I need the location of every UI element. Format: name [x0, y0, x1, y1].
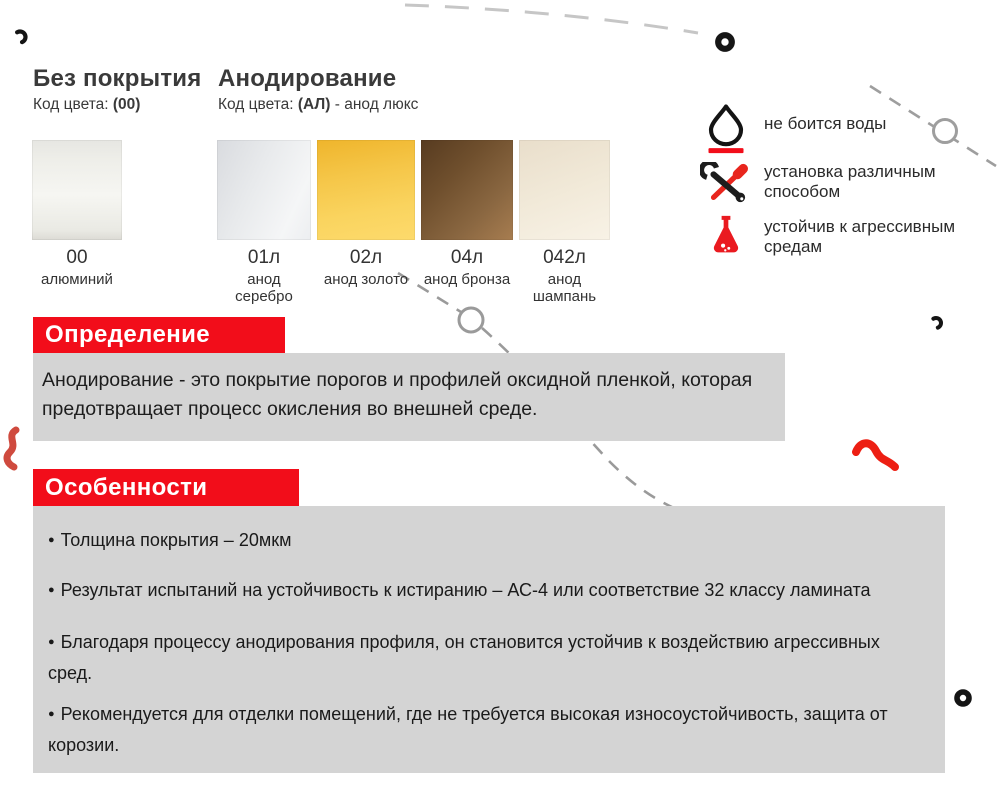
swatch-name: алюминий — [41, 270, 113, 288]
feature-item: Толщина покрытия – 20мкм — [48, 526, 925, 557]
features-list: Толщина покрытия – 20мкм Результат испыт… — [33, 506, 945, 759]
anodized-code-label: Код цвета: — [218, 96, 294, 114]
perk-label: установка различным способом — [764, 162, 936, 201]
anodized-code-suffix: - анод люкс — [334, 96, 419, 114]
swatch-item-042l: 042л анод шампань — [519, 140, 610, 305]
anodized-code-value: (АЛ) — [297, 96, 331, 114]
flask-icon — [698, 214, 754, 258]
anodized-swatch-row: 01л анод серебро 02л анод золото 04л ано… — [217, 140, 610, 305]
crescent-right — [929, 316, 943, 330]
anodized-title: Анодирование — [218, 65, 397, 92]
uncoated-header: Без покрытия Код цвета: (00) — [33, 66, 201, 114]
swatch-item-04l: 04л анод бронза — [421, 140, 513, 305]
dashed-curve-top — [404, 3, 699, 35]
perks-list: не боится воды установка различным спосо… — [698, 102, 998, 258]
features-header: Особенности — [33, 469, 299, 506]
ring-topright — [932, 118, 958, 144]
anodized-header: Анодирование Код цвета: (АЛ) - анод люкс — [218, 66, 418, 114]
perk-resistant: устойчив к агрессивным средам — [698, 214, 998, 258]
features-section: Особенности Толщина покрытия – 20мкм Рез… — [33, 469, 945, 773]
swatch-name: анод шампань — [532, 270, 597, 306]
swatch-name: анод золото — [323, 270, 409, 288]
definition-panel: Анодирование - это покрытие порогов и пр… — [33, 353, 785, 441]
definition-section: Определение Анодирование - это покрытие … — [33, 317, 785, 441]
swatch-item-02l: 02л анод золото — [317, 140, 415, 305]
definition-header: Определение — [33, 317, 285, 353]
definition-text: Анодирование - это покрытие порогов и пр… — [42, 369, 753, 420]
dashed-line-middle-a — [397, 271, 462, 314]
donut-top — [715, 32, 735, 52]
color-swatch-champagne — [519, 140, 610, 240]
crescent-topleft — [12, 29, 28, 45]
color-swatch-aluminium — [32, 140, 122, 240]
color-swatch-gold — [317, 140, 415, 240]
tools-icon — [698, 162, 754, 206]
donut-bottomright — [954, 689, 972, 707]
color-swatch-bronze — [421, 140, 513, 240]
perk-water: не боится воды — [698, 102, 998, 156]
uncoated-title: Без покрытия — [33, 65, 202, 92]
swatch-code: 04л — [450, 247, 484, 268]
perk-label: устойчив к агрессивным средам — [764, 217, 956, 256]
swatch-code: 01л — [247, 247, 281, 268]
uncoated-code-label: Код цвета: — [33, 96, 109, 114]
ring-middle — [457, 306, 485, 334]
feature-item: Рекомендуется для отделки помещений, где… — [48, 700, 925, 759]
feature-item: Благодаря процессу анодирования профиля,… — [48, 628, 925, 687]
swatch-name: анод бронза — [423, 270, 511, 288]
water-drop-icon — [698, 102, 754, 156]
swatch-name: анод серебро — [235, 270, 293, 306]
swatch-code: 042л — [543, 247, 586, 268]
swatch-item-01l: 01л анод серебро — [217, 140, 311, 305]
feature-item: Результат испытаний на устойчивость к ис… — [48, 576, 925, 607]
red-squiggle-left — [3, 426, 20, 471]
uncoated-code-line: Код цвета: (00) — [33, 96, 201, 114]
perk-installation: установка различным способом — [698, 162, 998, 206]
color-swatch-silver — [217, 140, 311, 240]
swatch-code: 00 — [66, 247, 88, 268]
perk-label: не боится воды — [764, 114, 887, 133]
swatch-item-00: 00 алюминий — [32, 140, 122, 288]
uncoated-code-value: (00) — [112, 96, 141, 114]
swatch-code: 02л — [349, 247, 383, 268]
features-panel: Толщина покрытия – 20мкм Результат испыт… — [33, 506, 945, 773]
red-squiggle-right — [852, 439, 899, 471]
anodized-code-line: Код цвета: (АЛ) - анод люкс — [218, 96, 418, 114]
